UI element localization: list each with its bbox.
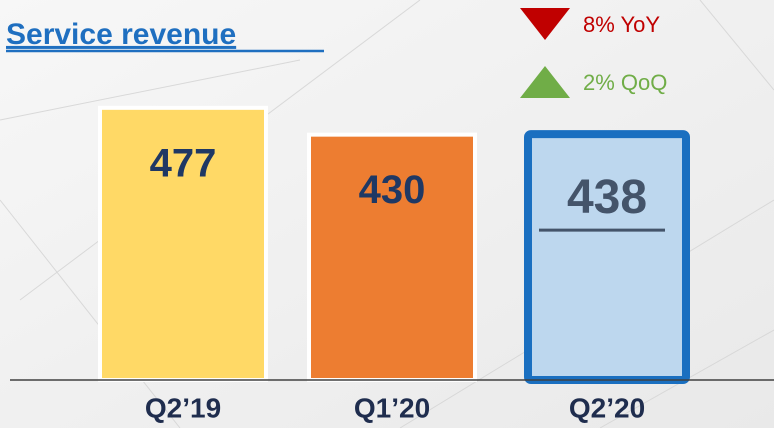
trend-arrow — [520, 8, 570, 40]
chart-title: Service revenue — [6, 18, 236, 51]
x-tick-label: Q2’20 — [569, 392, 645, 423]
data-label: 477 — [150, 141, 217, 185]
annotation: 2% QoQ — [583, 70, 667, 95]
data-label: 438 — [567, 171, 647, 224]
trend-arrow — [520, 66, 570, 98]
data-label: 430 — [359, 168, 426, 212]
x-tick-label: Q2’19 — [145, 392, 221, 423]
annotation: 8% YoY — [583, 12, 660, 37]
x-tick-label: Q1’20 — [354, 392, 430, 423]
bar — [98, 105, 268, 383]
